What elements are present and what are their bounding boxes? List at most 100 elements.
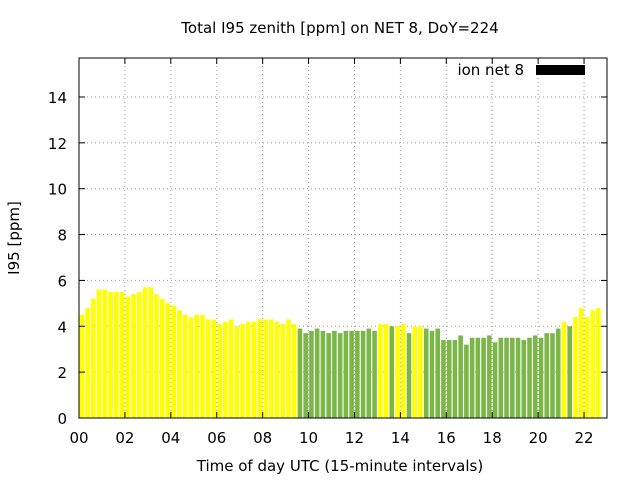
bar [188,317,194,418]
bar [590,310,595,418]
bar [532,335,538,418]
bar [481,337,486,418]
bar [567,326,572,418]
bar [498,337,504,418]
x-tick-label: 22 [574,429,593,447]
bar [280,323,286,418]
bar [326,333,331,418]
y-tick-label: 14 [48,89,67,107]
bar [240,323,245,418]
y-tick-label: 2 [57,364,67,382]
bar [274,321,280,418]
bar [337,333,343,418]
bar [119,291,125,418]
bar [96,289,102,418]
bar [561,321,567,418]
bar [79,314,85,418]
bar [406,333,412,418]
bar [148,287,154,418]
bar [395,326,400,418]
bar [332,330,337,418]
bar [136,291,142,418]
x-tick-label: 10 [299,429,318,447]
x-tick-label: 16 [437,429,456,447]
legend-label: ion net 8 [457,61,524,79]
bar [446,340,452,418]
bar [182,314,188,418]
bar [578,307,584,418]
bar [314,328,320,418]
bar [475,337,481,418]
y-tick-label: 10 [48,181,67,199]
bar [114,291,119,418]
bar [555,328,561,418]
bar [469,337,475,418]
bar [492,342,498,418]
bar [423,328,429,418]
bar [596,307,601,418]
bar [389,326,395,418]
bar [343,330,349,418]
bar [515,337,521,418]
x-tick-label: 06 [207,429,226,447]
bar [573,317,578,418]
bar [464,344,469,418]
bar [268,319,274,418]
bar [510,337,515,418]
bar [165,303,171,418]
bar [355,330,360,418]
bar [91,298,96,418]
bars [79,287,601,418]
bar [360,330,366,418]
bar [223,321,228,418]
bar [205,319,211,418]
bar [504,337,509,418]
bar [246,321,251,418]
bar [320,330,326,418]
x-tick-label: 04 [161,429,180,447]
legend: ion net 8 [457,61,585,79]
chart-title: Total I95 zenith [ppm] on NET 8, DoY=224 [180,19,498,37]
bar [251,321,257,418]
bar [286,319,291,418]
y-tick-label: 0 [57,410,67,428]
x-tick-label: 18 [483,429,502,447]
plot-frame [78,57,608,419]
axis-ticks [78,58,607,419]
bar [349,330,354,418]
bar [418,326,423,418]
bar [291,323,297,418]
x-tick-label: 08 [253,429,272,447]
x-tick-label: 02 [115,429,134,447]
bar [441,340,446,418]
bar [171,305,176,418]
bar [400,323,406,418]
bar [85,307,90,418]
bar [309,330,314,418]
bar [257,319,263,418]
bar [383,323,389,418]
x-tick-label: 12 [345,429,364,447]
y-tick-label: 4 [57,318,67,336]
bar [452,340,458,418]
bar [142,287,148,418]
bar [217,323,222,418]
y-tick-label: 8 [57,227,67,245]
bar [435,328,440,418]
x-tick-label: 14 [391,429,410,447]
bar [550,333,555,418]
bar [125,296,131,418]
bar [108,291,113,418]
bar [200,314,205,418]
bar [263,319,268,418]
y-tick-label: 6 [57,272,67,290]
bar [303,333,308,418]
bar [538,337,544,418]
bar [521,340,527,418]
bar [412,326,418,418]
bar [234,326,240,418]
bar [194,314,199,418]
bar [154,294,159,418]
bar [378,323,383,418]
